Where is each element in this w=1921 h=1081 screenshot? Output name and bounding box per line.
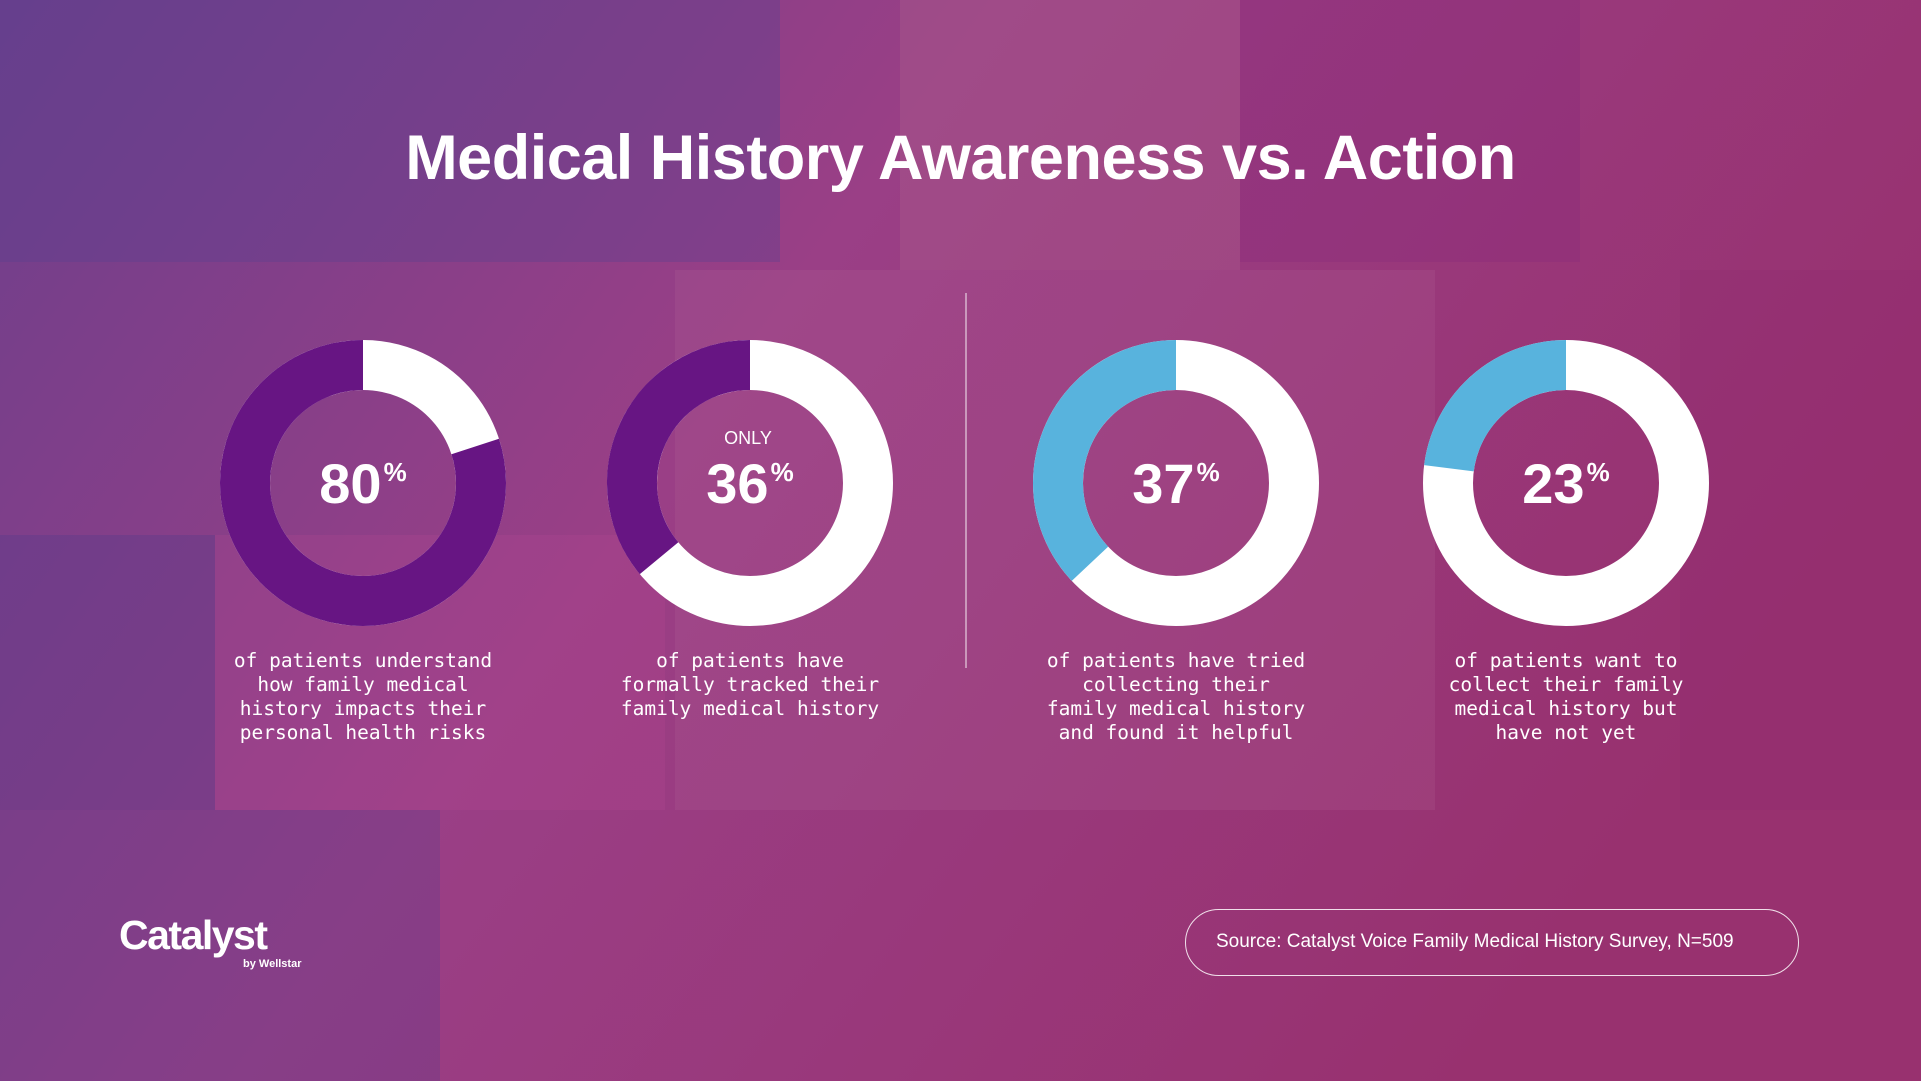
caption: of patients understand how family medical… (183, 649, 543, 745)
caption-line: have not yet (1495, 721, 1637, 744)
title: Medical History Awareness vs. Action (405, 123, 1516, 193)
logo: Catalyst by Wellstar (119, 912, 302, 970)
donut-track (1423, 340, 1709, 626)
caption: of patients want to collect their family m… (1386, 649, 1746, 745)
value-label: 80% (319, 452, 406, 515)
value-label: 36% (706, 452, 793, 515)
value-label: 23% (1522, 452, 1609, 515)
value-label: 37% (1132, 452, 1219, 515)
caption-line: how family medical (257, 673, 469, 696)
caption: of patients have formally tracked their fa… (570, 649, 930, 721)
caption-line: formally tracked their (620, 673, 880, 696)
donut-segment (1424, 340, 1567, 473)
caption-line: of patients understand (233, 649, 493, 672)
caption-line: history impacts their (239, 697, 487, 720)
caption-line: of patients have (656, 649, 844, 672)
caption-line: of patients have tried (1046, 649, 1306, 672)
caption-line: collect their family (1448, 673, 1684, 696)
caption-line: family medical history (1046, 697, 1306, 720)
logo-name: Catalyst (119, 912, 268, 958)
caption-line: collecting their (1082, 673, 1270, 696)
donut-segment (1033, 340, 1177, 581)
caption-line: medical history but (1454, 697, 1678, 720)
source-note: Source: Catalyst Voice Family Medical Hi… (1185, 909, 1799, 976)
logo-tagline: by Wellstar (243, 958, 302, 970)
donut-segment (607, 340, 751, 575)
donut-segment (220, 340, 506, 626)
caption-line: and found it helpful (1058, 721, 1294, 744)
caption: of patients have tried collecting their fa… (996, 649, 1356, 745)
annotation: ONLY (724, 428, 772, 448)
caption-line: of patients want to (1454, 649, 1678, 672)
caption-line: family medical history (620, 697, 880, 720)
caption-line: personal health risks (239, 721, 487, 744)
